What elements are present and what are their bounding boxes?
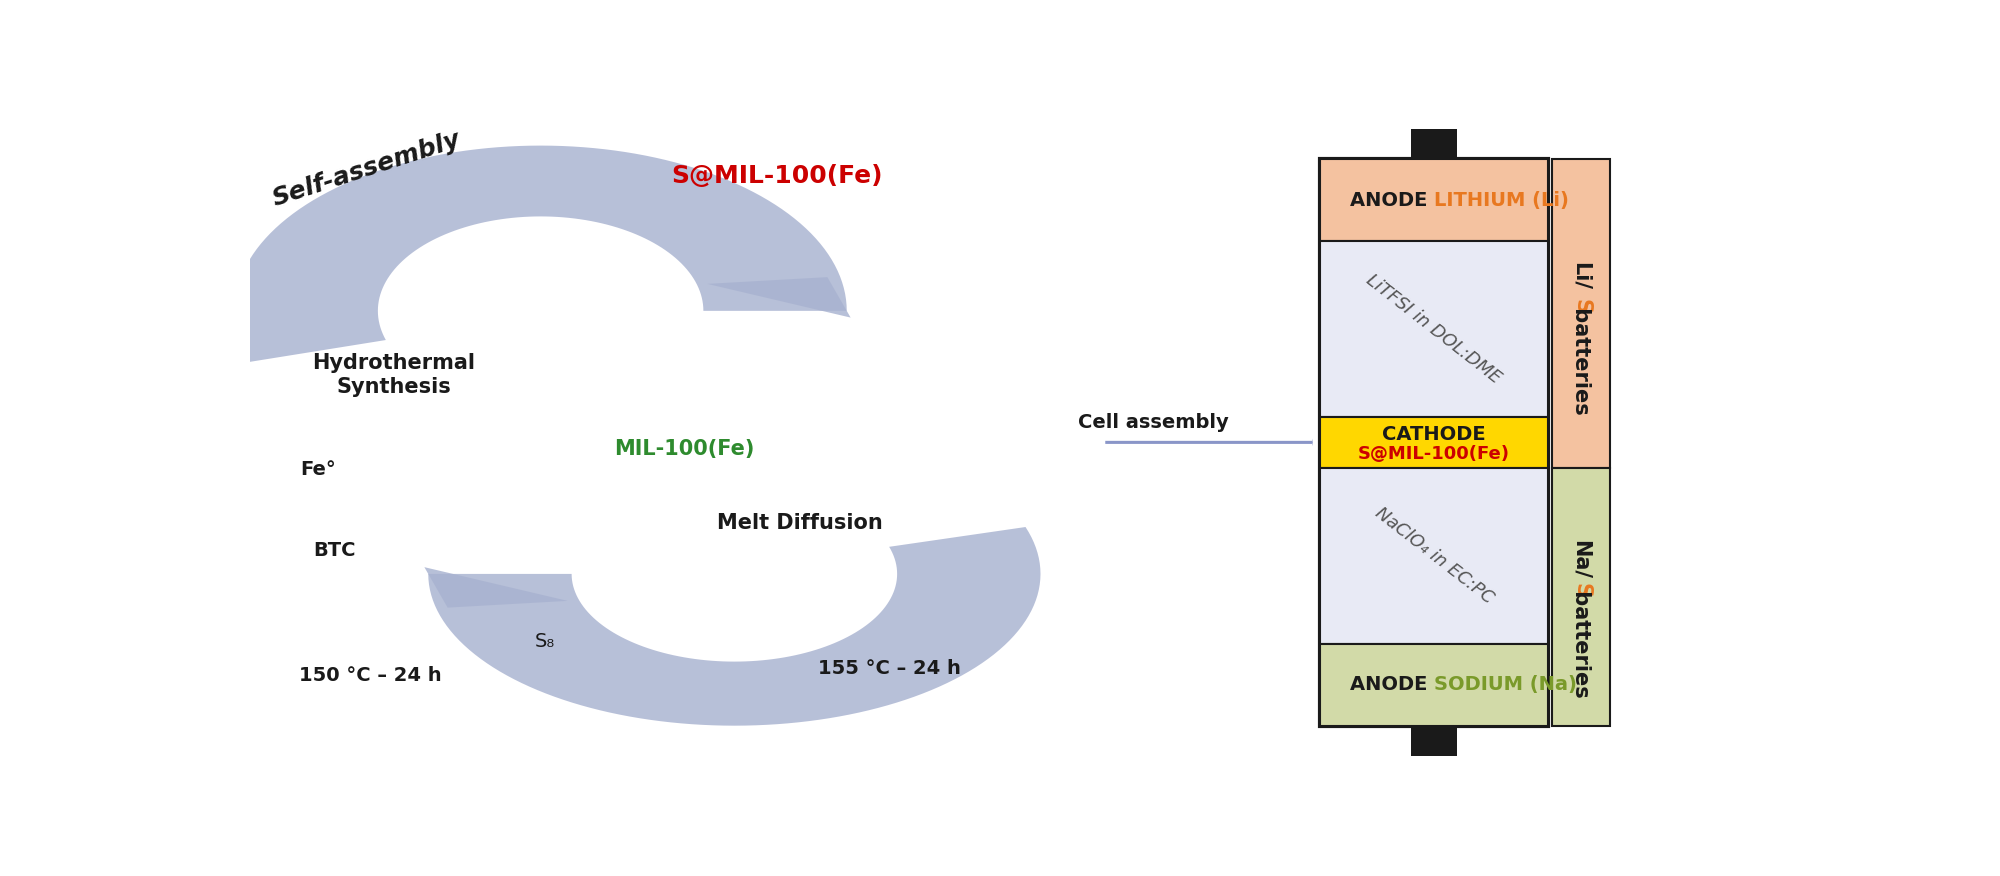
Text: Cell assembly: Cell assembly bbox=[1078, 413, 1228, 432]
Bar bbox=[1320, 417, 1548, 468]
Polygon shape bbox=[428, 527, 1040, 725]
Text: LiTFSI in DOL:DME: LiTFSI in DOL:DME bbox=[1362, 271, 1504, 387]
Bar bbox=[1552, 159, 1610, 468]
Polygon shape bbox=[234, 145, 846, 362]
Text: 150 °C – 24 h: 150 °C – 24 h bbox=[298, 666, 442, 684]
Text: ANODE: ANODE bbox=[1350, 675, 1434, 694]
Bar bbox=[1410, 725, 1456, 756]
Bar bbox=[1320, 159, 1548, 725]
Text: Fe°: Fe° bbox=[300, 460, 336, 479]
Text: Na/: Na/ bbox=[1572, 540, 1592, 579]
Bar bbox=[1320, 159, 1548, 241]
Text: S@MIL-100(Fe): S@MIL-100(Fe) bbox=[672, 164, 882, 188]
Text: S@MIL-100(Fe): S@MIL-100(Fe) bbox=[1358, 445, 1510, 463]
Bar bbox=[1320, 644, 1548, 725]
Text: Melt Diffusion: Melt Diffusion bbox=[718, 513, 884, 533]
Polygon shape bbox=[708, 277, 850, 318]
Text: S: S bbox=[1572, 300, 1592, 314]
Text: ANODE: ANODE bbox=[1350, 191, 1434, 209]
Text: LITHIUM (Li): LITHIUM (Li) bbox=[1434, 191, 1568, 209]
Polygon shape bbox=[424, 567, 568, 608]
Text: Self-assembly: Self-assembly bbox=[270, 127, 464, 211]
Bar bbox=[1552, 468, 1610, 725]
Text: batteries: batteries bbox=[1572, 300, 1592, 414]
Text: BTC: BTC bbox=[314, 540, 356, 560]
Text: SODIUM (Na): SODIUM (Na) bbox=[1434, 675, 1576, 694]
Bar bbox=[1410, 129, 1456, 159]
Text: Li/: Li/ bbox=[1572, 263, 1592, 290]
Bar bbox=[1320, 241, 1548, 417]
Bar bbox=[1320, 468, 1548, 644]
Text: 155 °C – 24 h: 155 °C – 24 h bbox=[818, 659, 960, 678]
Text: batteries: batteries bbox=[1572, 583, 1592, 698]
Text: S: S bbox=[1572, 583, 1592, 597]
Text: NaClO₄ in EC:PC: NaClO₄ in EC:PC bbox=[1372, 504, 1496, 607]
Text: CATHODE: CATHODE bbox=[1382, 425, 1486, 444]
Text: Hydrothermal
Synthesis: Hydrothermal Synthesis bbox=[312, 353, 474, 397]
Text: MIL-100(Fe): MIL-100(Fe) bbox=[614, 439, 754, 459]
Text: S₈: S₈ bbox=[534, 632, 554, 651]
